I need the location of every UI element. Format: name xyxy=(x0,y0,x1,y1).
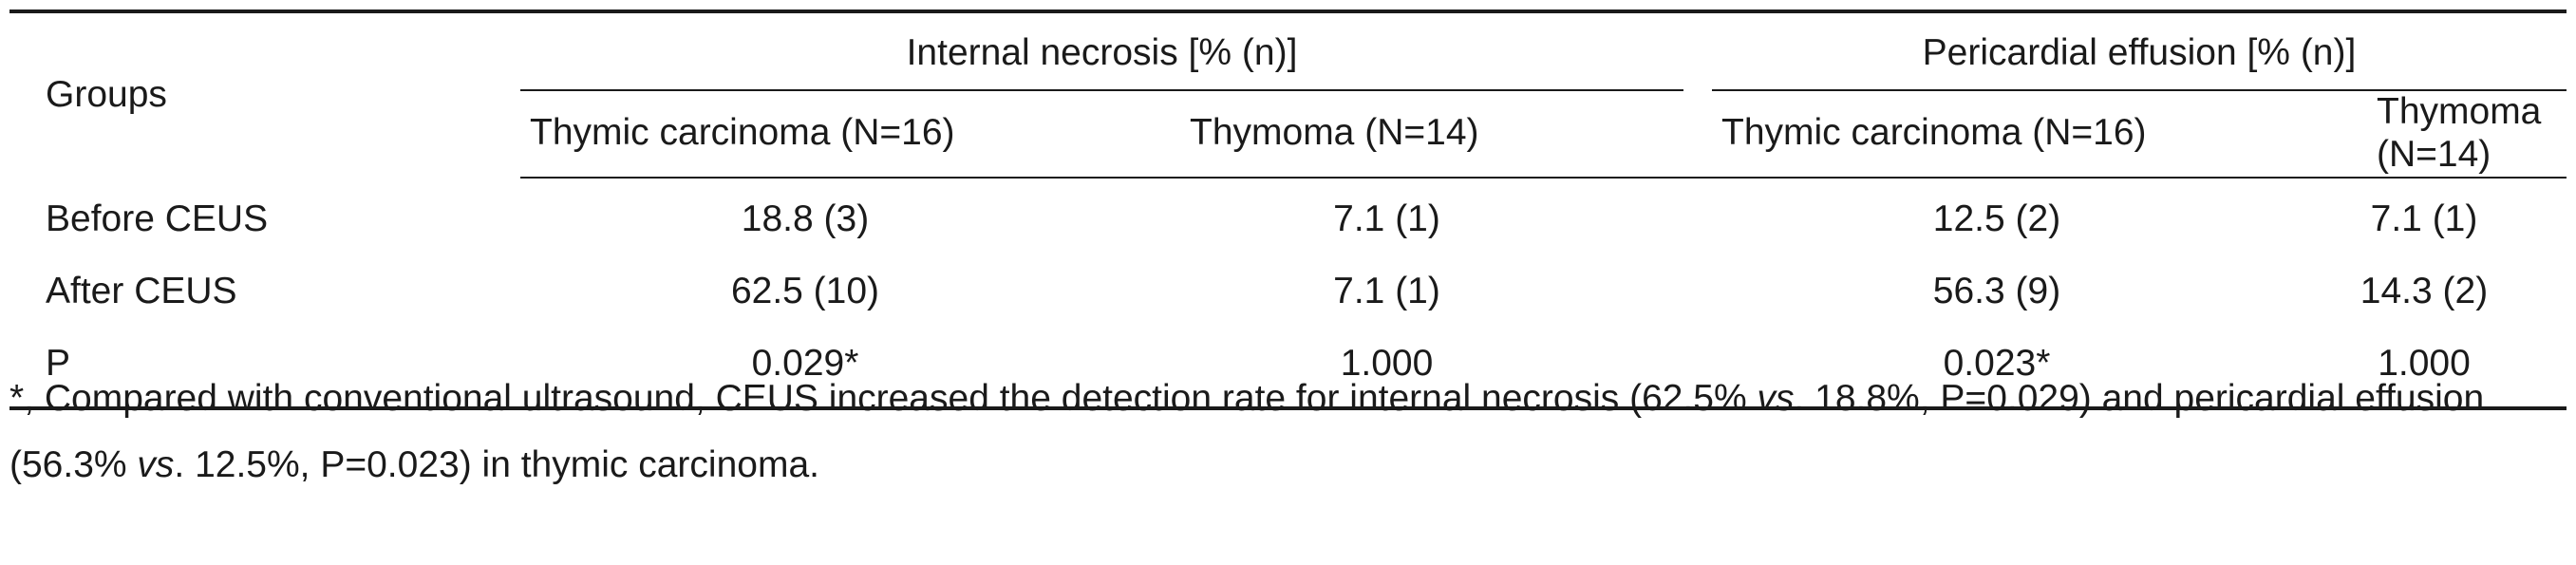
subheader-thymic-carcinoma-necrosis: Thymic carcinoma (N=16) xyxy=(520,90,1090,179)
row-label: Before CEUS xyxy=(46,198,269,239)
results-table: Groups Internal necrosis [% (n)] Pericar… xyxy=(9,9,2567,410)
footnote-vs-1: vs xyxy=(1757,378,1795,419)
cell-value: 0.029* xyxy=(751,343,859,385)
footnote-part-3: . 12.5%, P=0.023) in thymic carcinoma. xyxy=(174,444,819,485)
table-row: Before CEUS 18.8 (3) 7.1 (1) 12.5 (2) 7.… xyxy=(9,178,2567,256)
cell-value: 1.000 xyxy=(1340,343,1434,385)
groups-header: Groups xyxy=(46,73,167,115)
header-row-subgroups: Thymic carcinoma (N=16) Thymoma (N=14) T… xyxy=(9,90,2567,179)
row-label: After CEUS xyxy=(46,271,237,312)
cell-value: 12.5 (2) xyxy=(1932,198,2061,240)
internal-necrosis-header-text: Internal necrosis [% (n)] xyxy=(906,31,1298,73)
footnote-part-2: . 18.8%, P=0.029) and pericardial effusi… xyxy=(9,378,2485,485)
subheader-thymic-carcinoma-effusion: Thymic carcinoma (N=16) xyxy=(1712,90,2282,179)
internal-necrosis-header: Internal necrosis [% (n)] xyxy=(520,11,1683,91)
subheader-thymoma-effusion: Thymoma (N=14) xyxy=(2282,90,2567,179)
table-row: P 0.029* 1.000 0.023* 1.000 xyxy=(9,329,2567,408)
cell-value: 7.1 (1) xyxy=(1333,198,1440,240)
cell-value: 62.5 (10) xyxy=(730,271,880,312)
header-row-groups: Groups Internal necrosis [% (n)] Pericar… xyxy=(9,11,2567,115)
subheader-thymoma-necrosis: Thymoma (N=14) xyxy=(1090,90,1683,179)
pericardial-effusion-header: Pericardial effusion [% (n)] xyxy=(1712,11,2567,91)
cell-value: 7.1 (1) xyxy=(2370,198,2478,240)
footnote-part-1: *, Compared with conventional ultrasound… xyxy=(9,378,1758,419)
table-footnote: *, Compared with conventional ultrasound… xyxy=(9,366,2567,499)
cell-value: 56.3 (9) xyxy=(1932,271,2061,312)
results-table-container: Groups Internal necrosis [% (n)] Pericar… xyxy=(9,9,2567,410)
cell-value: 18.8 (3) xyxy=(741,198,870,240)
table-row: After CEUS 62.5 (10) 7.1 (1) 56.3 (9) 14… xyxy=(9,256,2567,329)
cell-value: 7.1 (1) xyxy=(1333,271,1440,312)
cell-value: 14.3 (2) xyxy=(2360,271,2489,312)
row-label: P xyxy=(46,343,71,385)
footnote-vs-2: vs xyxy=(137,444,175,485)
header-gap xyxy=(1683,11,1712,90)
subheader-gap xyxy=(1683,90,1712,179)
cell-value: 0.023* xyxy=(1943,343,2051,385)
pericardial-effusion-header-text: Pericardial effusion [% (n)] xyxy=(1922,31,2357,73)
cell-value: 1.000 xyxy=(2378,343,2471,385)
